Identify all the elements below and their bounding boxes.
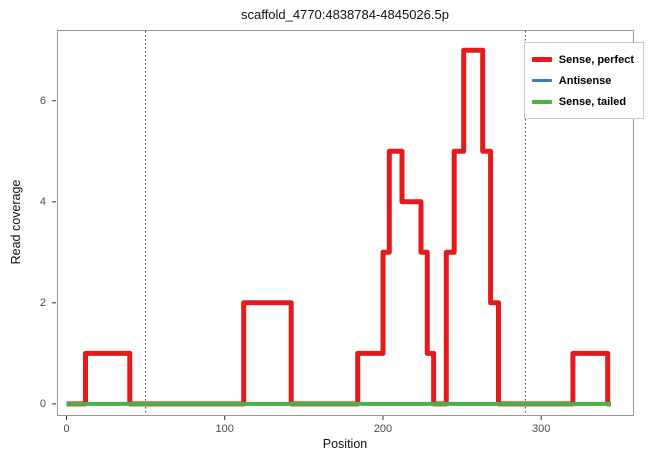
y-tick-label: 2 [39,296,46,309]
legend-key-line [531,79,552,82]
legend-item: Sense, perfect [531,49,634,70]
x-tick-label: 0 [63,423,70,435]
legend-item: Sense, tailed [531,91,634,112]
series-line-sense-perfect [66,47,611,407]
y-tick-label: 6 [39,94,46,107]
legend-item-label: Sense, tailed [558,95,627,108]
x-axis-label: Position [322,437,368,451]
x-tick-label: 100 [215,423,234,435]
plot-title: scaffold_4770:4838784-4845026.5p [241,7,449,22]
x-tick-label: 300 [532,423,551,435]
x-tick-label: 200 [373,423,393,435]
legend-item: Antisense [531,70,634,91]
legend-item-label: Sense, perfect [558,53,634,66]
legend-item-label: Antisense [558,74,612,87]
y-tick-label: 0 [39,397,46,410]
legend-key-line [531,99,552,104]
legend-key-line [531,57,552,62]
y-tick-label: 4 [39,195,46,208]
legend: Sense, perfect Antisense Sense, tailed [523,42,644,119]
